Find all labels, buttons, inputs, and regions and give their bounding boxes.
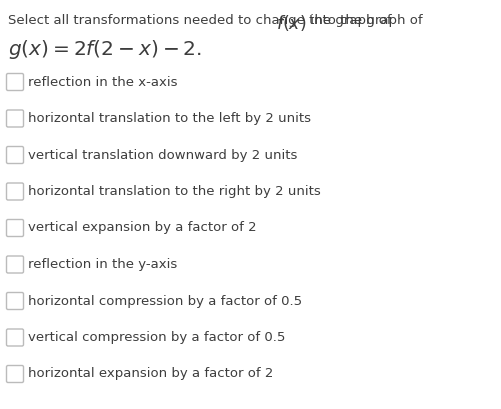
FancyBboxPatch shape	[7, 110, 24, 127]
Text: $\mathit{f}(\mathit{x})$: $\mathit{f}(\mathit{x})$	[276, 13, 307, 33]
Text: vertical expansion by a factor of 2: vertical expansion by a factor of 2	[28, 222, 257, 234]
FancyBboxPatch shape	[7, 256, 24, 273]
FancyBboxPatch shape	[7, 220, 24, 236]
Text: into the graph of: into the graph of	[306, 14, 423, 27]
Text: vertical translation downward by 2 units: vertical translation downward by 2 units	[28, 148, 298, 162]
Text: horizontal translation to the right by 2 units: horizontal translation to the right by 2…	[28, 185, 321, 198]
Text: Select all transformations needed to change the graph of: Select all transformations needed to cha…	[8, 14, 396, 27]
FancyBboxPatch shape	[7, 292, 24, 310]
FancyBboxPatch shape	[7, 146, 24, 164]
Text: vertical compression by a factor of 0.5: vertical compression by a factor of 0.5	[28, 331, 286, 344]
FancyBboxPatch shape	[7, 366, 24, 382]
Text: $g(x) = 2f(2-x)-2.$: $g(x) = 2f(2-x)-2.$	[8, 38, 202, 61]
Text: horizontal expansion by a factor of 2: horizontal expansion by a factor of 2	[28, 368, 274, 380]
Text: horizontal translation to the left by 2 units: horizontal translation to the left by 2 …	[28, 112, 311, 125]
Text: horizontal compression by a factor of 0.5: horizontal compression by a factor of 0.…	[28, 294, 302, 308]
Text: reflection in the x-axis: reflection in the x-axis	[28, 76, 177, 88]
FancyBboxPatch shape	[7, 183, 24, 200]
Text: reflection in the y-axis: reflection in the y-axis	[28, 258, 177, 271]
FancyBboxPatch shape	[7, 329, 24, 346]
FancyBboxPatch shape	[7, 74, 24, 90]
